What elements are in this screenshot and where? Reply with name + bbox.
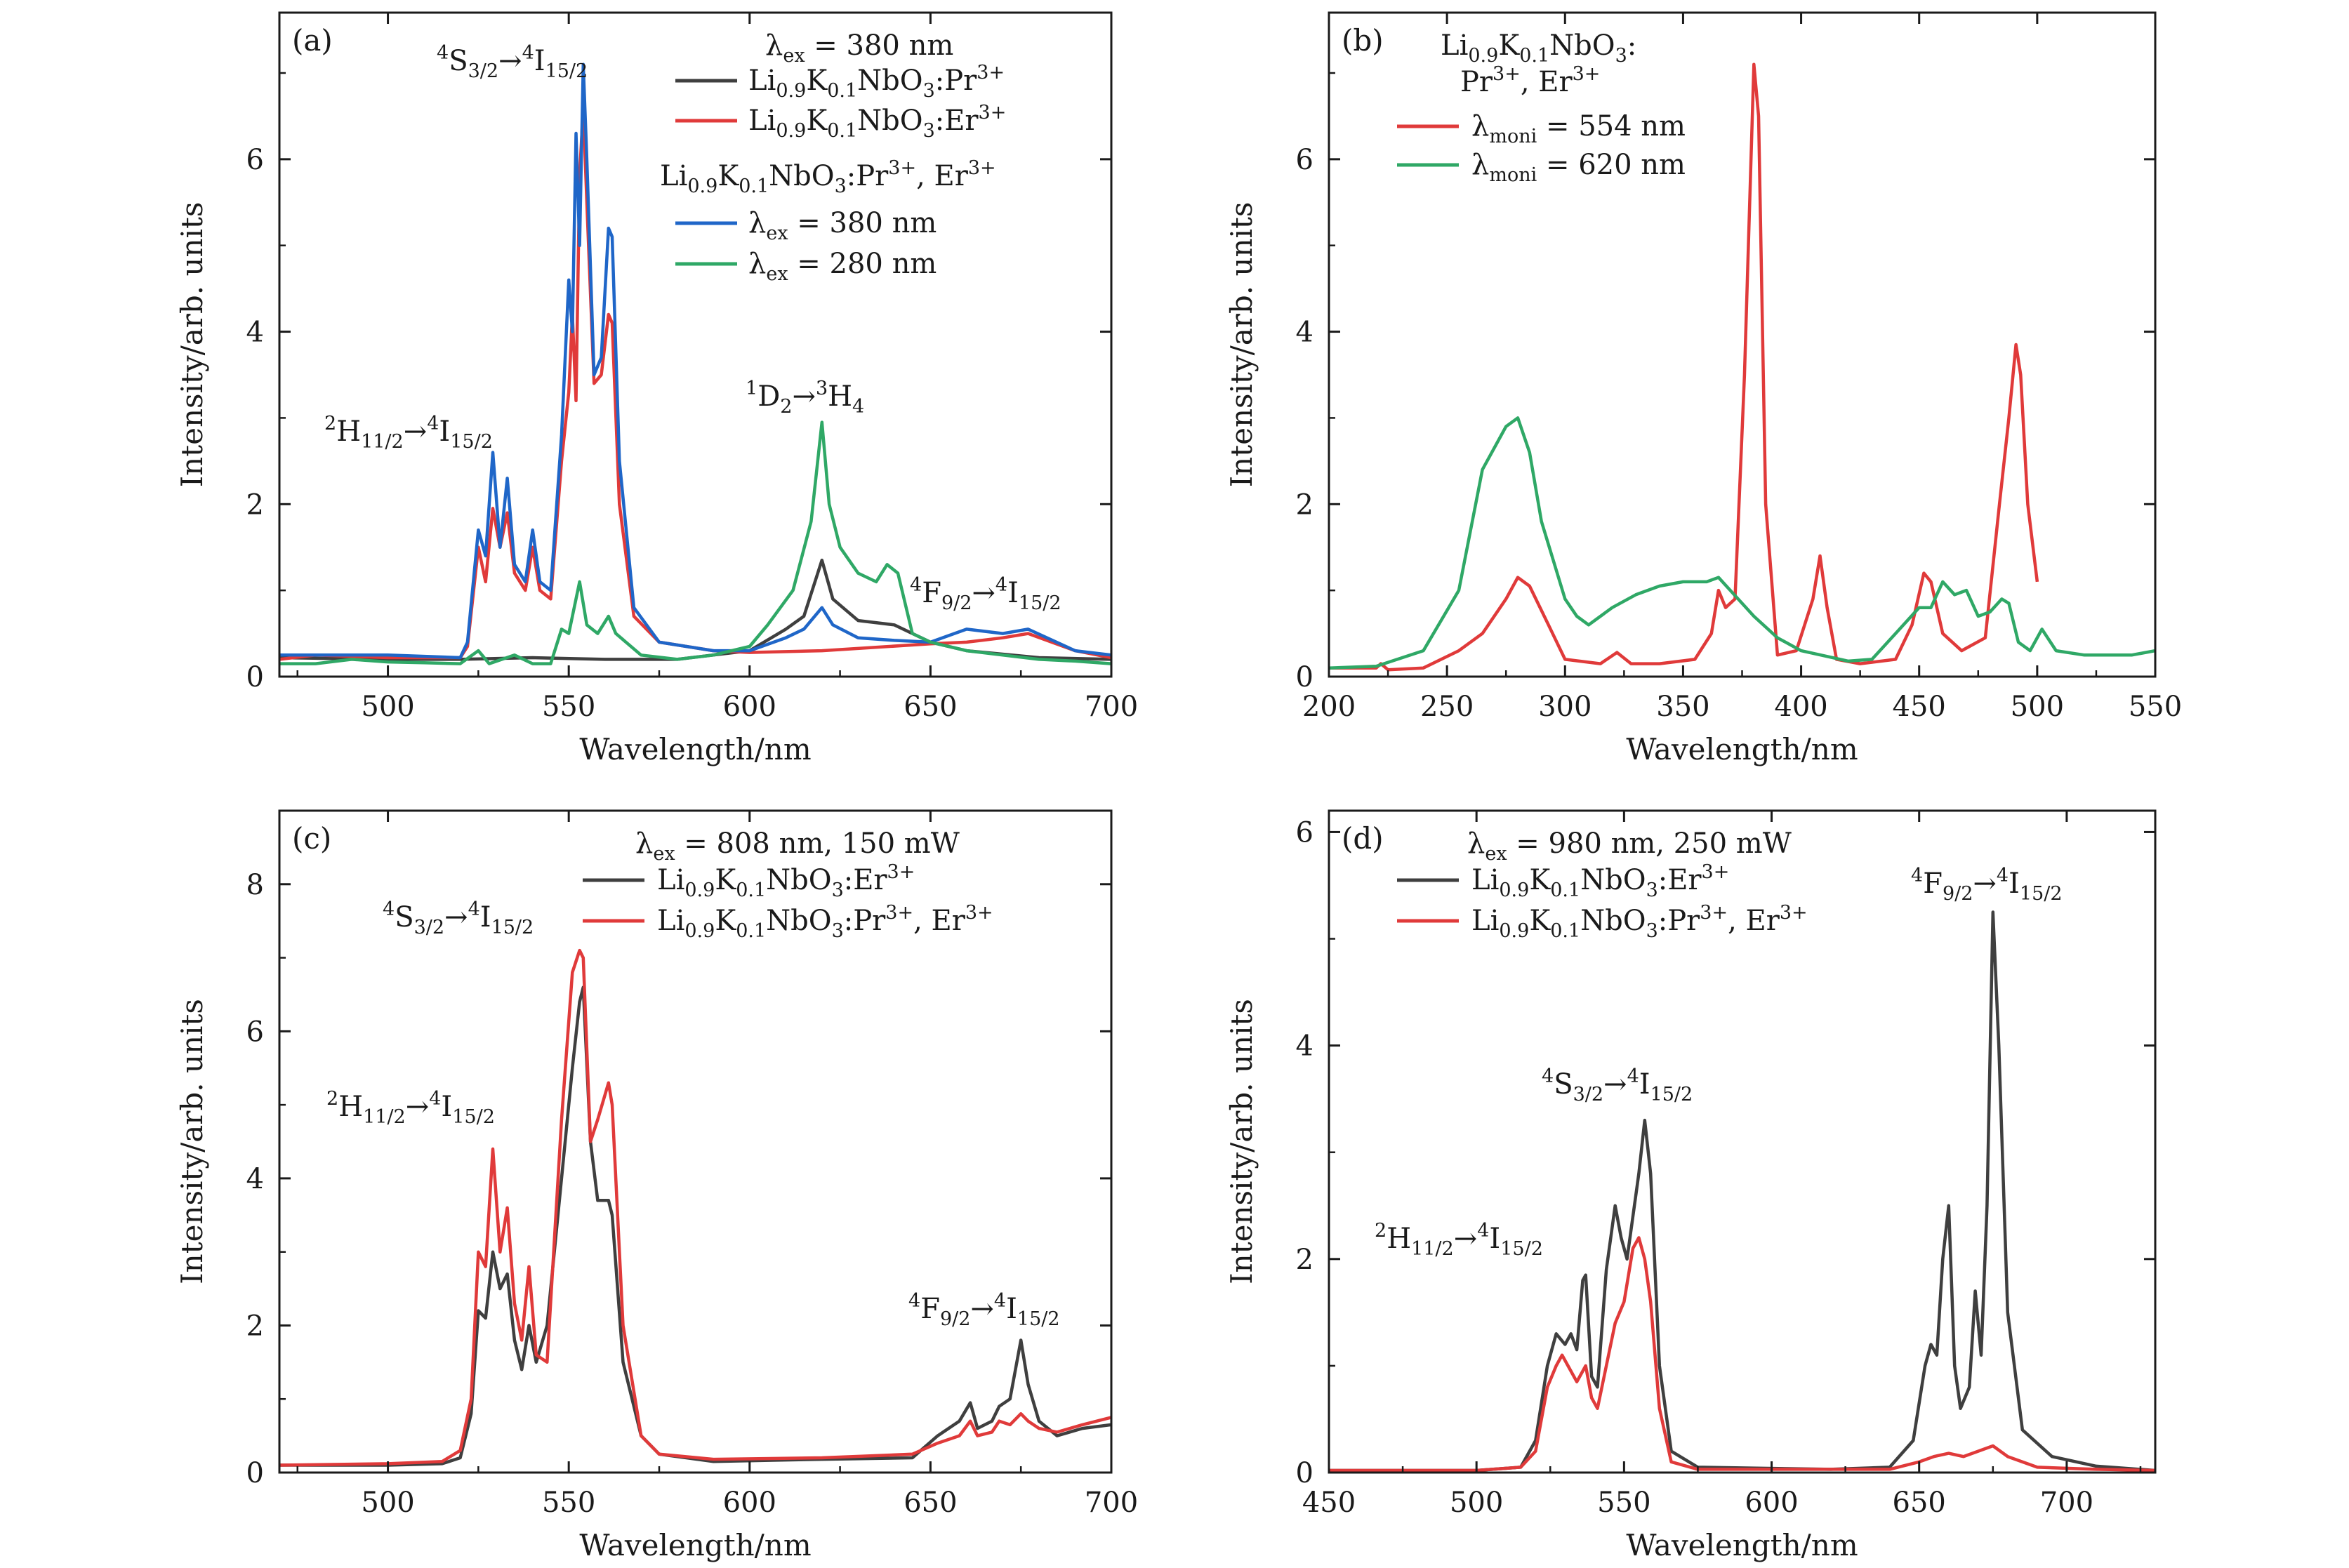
series-line-blue xyxy=(279,62,1111,660)
y-tick-label: 6 xyxy=(246,1016,264,1048)
legend-entry: λex = 380 nm xyxy=(748,207,937,244)
x-tick-label: 700 xyxy=(2040,1487,2093,1519)
annotation: 1D2→3H4​ xyxy=(746,378,864,418)
y-tick-label: 2 xyxy=(246,1310,264,1342)
annotation: 4F9/2→4I15/2​ xyxy=(1911,865,2063,905)
annotation: 4S3/2→4I15/2​ xyxy=(1542,1065,1693,1105)
x-tick-label: 350 xyxy=(1656,691,1709,723)
y-tick-label: 2 xyxy=(1296,1244,1314,1276)
x-tick-label: 550 xyxy=(2129,691,2182,723)
x-axis-label: Wavelength/nm xyxy=(1626,732,1858,766)
legend-title: Pr3+, Er3+​ xyxy=(1460,63,1600,98)
y-tick-label: 4 xyxy=(246,1163,264,1195)
panel-a: 500 550 600 650 700 0 2 4 6 Wavelength/nm Intensit… xyxy=(175,11,1138,766)
y-axis-label: Intensity/arb. units xyxy=(1224,202,1259,488)
x-tick-label: 550 xyxy=(1597,1487,1650,1519)
legend-title: λex = 380 nm xyxy=(765,29,953,67)
panel-c: 500 550 600 650 700 0 2 4 6 8 Wavelength/nm Intensi… xyxy=(175,809,1138,1562)
y-tick-label: 2 xyxy=(246,489,264,521)
y-tick-label: 2 xyxy=(1296,489,1314,521)
annotation: 2H11/2→4I15/2​ xyxy=(324,413,493,453)
x-tick-label: 650 xyxy=(1893,1487,1946,1519)
legend-entry: λmoni = 554 nm xyxy=(1471,110,1686,147)
plot-frame xyxy=(278,11,1113,678)
y-tick-label: 0 xyxy=(246,661,264,693)
x-tick-label: 600 xyxy=(723,1487,776,1519)
x-tick-label: 450 xyxy=(1302,1487,1356,1519)
panel-label: (b) xyxy=(1342,23,1384,58)
legend-entry: Li0.9K0.1NbO3:Er3+​ xyxy=(748,102,1006,142)
x-axis-label: Wavelength/nm xyxy=(579,732,811,766)
series-line-red xyxy=(279,948,1111,1467)
x-tick-label: 600 xyxy=(723,691,776,723)
y-tick-label: 0 xyxy=(246,1457,264,1489)
panel-label: (c) xyxy=(292,821,331,856)
y-axis-label: Intensity/arb. units xyxy=(175,999,209,1284)
annotation: 4S3/2→4I15/2​ xyxy=(383,898,534,938)
annotation: 2H11/2→4I15/2​ xyxy=(326,1088,495,1128)
legend-entry: Li0.9K0.1NbO3:Er3+​ xyxy=(657,861,915,901)
panel-label: (d) xyxy=(1342,821,1384,856)
legend-entry: Li0.9K0.1NbO3:Pr3+, Er3+​ xyxy=(1471,902,1808,942)
x-tick-label: 600 xyxy=(1745,1487,1798,1519)
annotation: 4F9/2→4I15/2​ xyxy=(910,574,1061,614)
legend-entry: Li0.9K0.1NbO3:Pr3+, Er3+​ xyxy=(657,902,993,942)
legend-title: λex = 808 nm, 150 mW xyxy=(635,828,960,865)
x-tick-label: 700 xyxy=(1085,1487,1138,1519)
x-tick-label: 400 xyxy=(1774,691,1827,723)
annotation: 2H11/2→4I15/2​ xyxy=(1375,1220,1543,1260)
y-tick-label: 4 xyxy=(1296,1030,1314,1063)
annotation: 4S3/2→4I15/2​ xyxy=(437,42,588,82)
plot-frame xyxy=(1328,11,2157,678)
x-tick-label: 200 xyxy=(1302,691,1356,723)
series-line-red xyxy=(1329,62,2039,672)
legend-title: λex = 980 nm, 250 mW xyxy=(1467,828,1792,865)
x-axis-label: Wavelength/nm xyxy=(579,1528,811,1562)
y-tick-label: 0 xyxy=(1296,661,1314,693)
series-line-red xyxy=(279,105,1111,661)
legend-group-title: Li0.9K0.1NbO3:Pr3+, Er3+​ xyxy=(660,157,996,197)
y-tick-label: 6 xyxy=(246,144,264,176)
series-line-red xyxy=(1329,1236,2155,1473)
x-tick-label: 500 xyxy=(361,1487,414,1519)
panel-d: 450 500 550 600 650 700 0 2 4 6 Wavelength/nm Inten… xyxy=(1224,809,2157,1562)
x-tick-label: 650 xyxy=(904,1487,957,1519)
x-tick-label: 300 xyxy=(1538,691,1592,723)
y-axis-label: Intensity/arb. units xyxy=(175,202,209,488)
legend-entry: Li0.9K0.1NbO3:Er3+​ xyxy=(1471,861,1729,901)
x-tick-label: 550 xyxy=(542,1487,595,1519)
series-line-green xyxy=(1329,416,2155,670)
series-line-black xyxy=(279,558,1111,661)
x-axis-label: Wavelength/nm xyxy=(1626,1528,1858,1562)
y-tick-label: 0 xyxy=(1296,1457,1314,1489)
y-tick-label: 4 xyxy=(1296,317,1314,349)
y-tick-label: 4 xyxy=(246,317,264,349)
x-tick-label: 250 xyxy=(1420,691,1474,723)
x-tick-label: 500 xyxy=(2011,691,2064,723)
x-tick-label: 650 xyxy=(904,691,957,723)
y-tick-label: 6 xyxy=(1296,816,1314,849)
x-tick-label: 700 xyxy=(1085,691,1138,723)
y-tick-label: 8 xyxy=(246,869,264,901)
y-axis-label: Intensity/arb. units xyxy=(1224,999,1259,1284)
legend-entry: λmoni = 620 nm xyxy=(1471,149,1686,186)
plot-frame xyxy=(278,809,1113,1474)
panel-b: 200 250 300 350 400 450 500 550 0 2 4 6 Wavelength/n… xyxy=(1224,11,2182,766)
x-tick-label: 550 xyxy=(542,691,595,723)
series-line-green xyxy=(279,420,1111,665)
plot-frame xyxy=(1328,809,2157,1474)
x-tick-label: 500 xyxy=(361,691,414,723)
x-tick-label: 500 xyxy=(1450,1487,1503,1519)
x-tick-label: 450 xyxy=(1893,691,1946,723)
series-line-black xyxy=(279,985,1111,1467)
series-line-black xyxy=(1329,910,2155,1473)
panel-label: (a) xyxy=(292,23,333,58)
legend-entry: Li0.9K0.1NbO3:Pr3+​ xyxy=(748,62,1005,102)
y-tick-label: 6 xyxy=(1296,144,1314,176)
annotation: 4F9/2→4I15/2​ xyxy=(908,1290,1060,1330)
legend-entry: λex = 280 nm xyxy=(748,248,937,285)
legend-title: Li0.9K0.1NbO3: xyxy=(1441,29,1636,67)
